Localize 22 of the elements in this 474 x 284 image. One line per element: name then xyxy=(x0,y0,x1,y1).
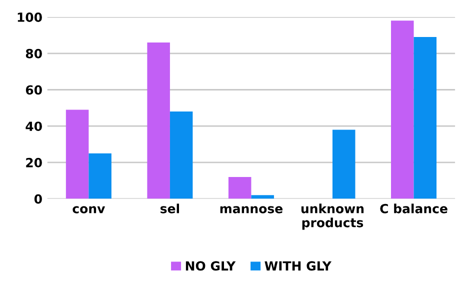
bar xyxy=(228,176,252,199)
x-tick-label: mannose xyxy=(220,206,282,214)
bar xyxy=(170,112,193,199)
bar xyxy=(88,153,112,199)
bar xyxy=(66,110,89,199)
bar xyxy=(251,195,274,199)
bar xyxy=(147,42,170,199)
x-tick-label: sel xyxy=(160,204,180,214)
y-tick-label: 80 xyxy=(26,48,42,58)
legend-label: WITH GLY xyxy=(264,261,332,271)
y-tick-label: 0 xyxy=(34,194,42,204)
legend-label: NO GLY xyxy=(186,261,236,271)
bar xyxy=(332,130,356,199)
y-tick-label: 60 xyxy=(26,85,42,95)
y-tick-label: 100 xyxy=(18,12,42,22)
y-tick-label: 40 xyxy=(26,122,42,132)
bar xyxy=(391,20,414,199)
x-tick-label: unknown products xyxy=(301,204,364,230)
bar xyxy=(414,37,437,199)
y-tick-label: 20 xyxy=(26,158,42,168)
x-tick-label: C balance xyxy=(380,204,448,214)
x-tick-label: conv xyxy=(72,206,106,214)
